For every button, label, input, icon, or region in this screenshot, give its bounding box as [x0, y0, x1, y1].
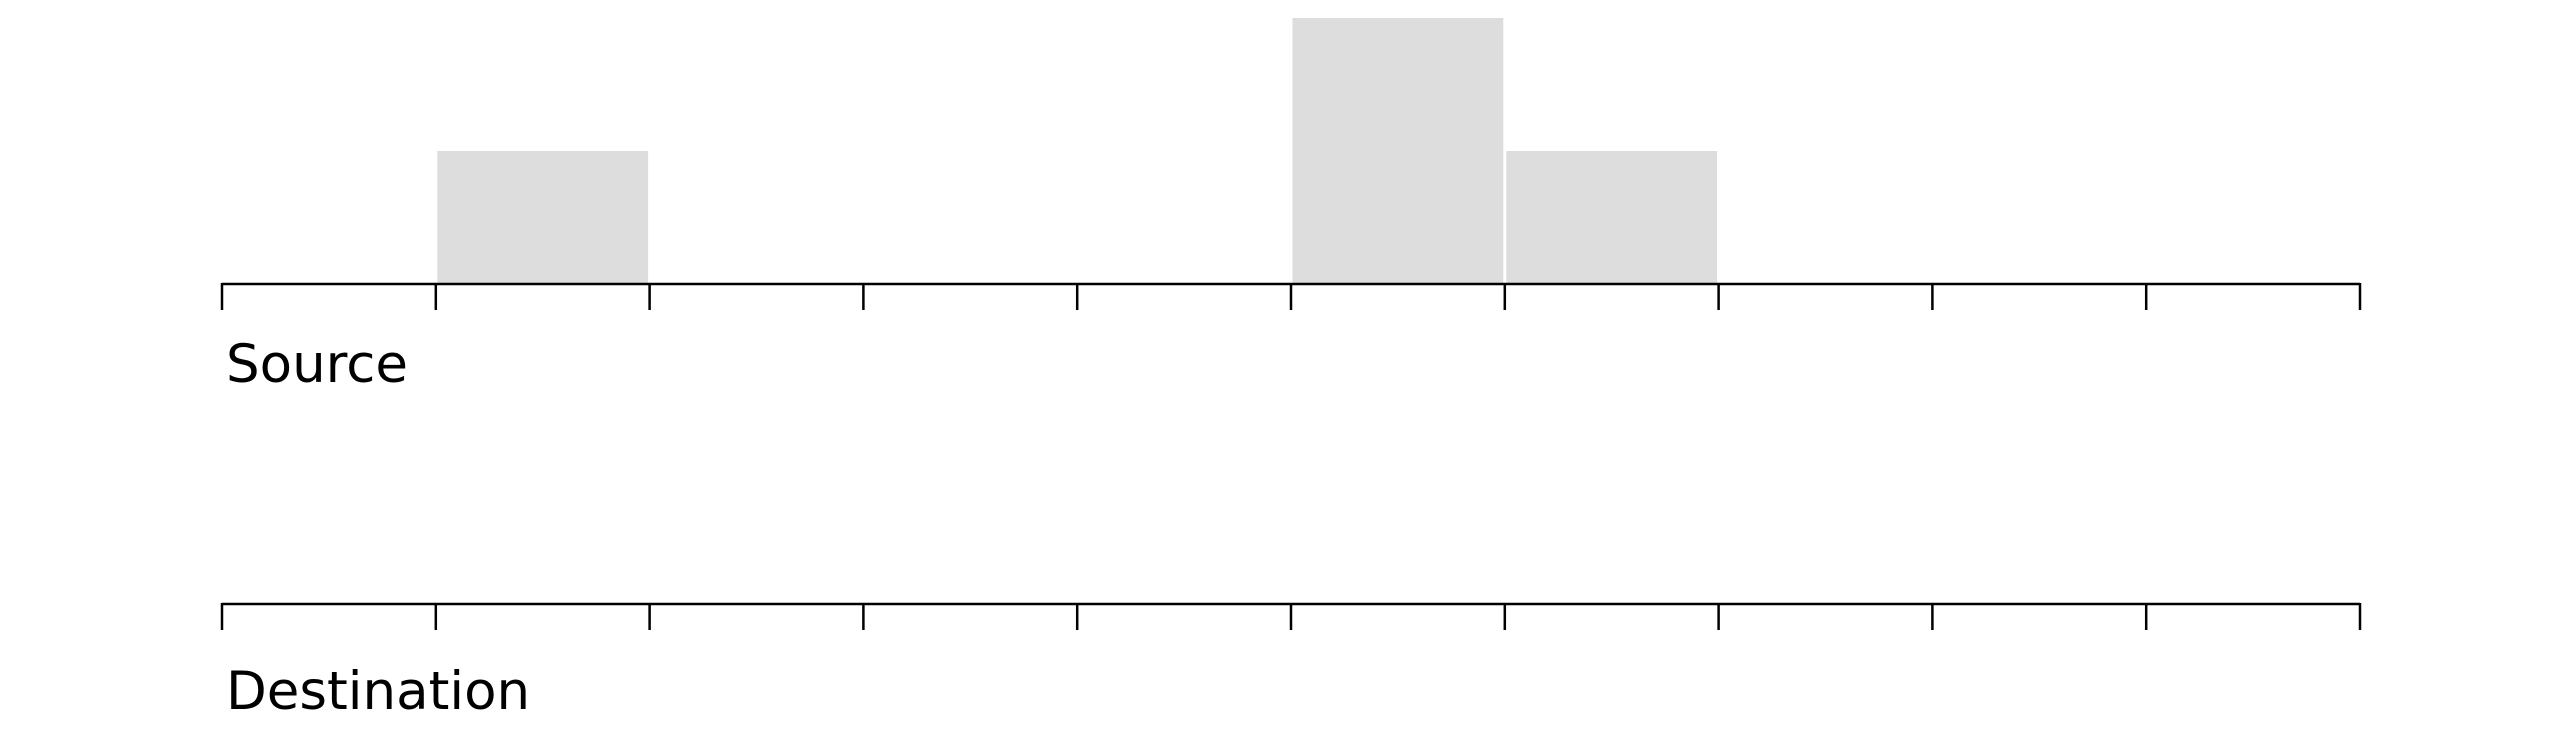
source-bar-5: [1292, 18, 1504, 284]
source-label: Source: [226, 334, 408, 395]
source-bar-6: [1506, 151, 1718, 284]
source-bars: [437, 18, 1718, 284]
destination-label: Destination: [226, 661, 530, 722]
source-axis: [220, 282, 2362, 310]
destination-axis: [220, 602, 2362, 630]
destination-histogram: Destination: [220, 602, 2362, 722]
source-bar-1: [437, 151, 649, 284]
source-histogram: Source: [220, 18, 2362, 395]
